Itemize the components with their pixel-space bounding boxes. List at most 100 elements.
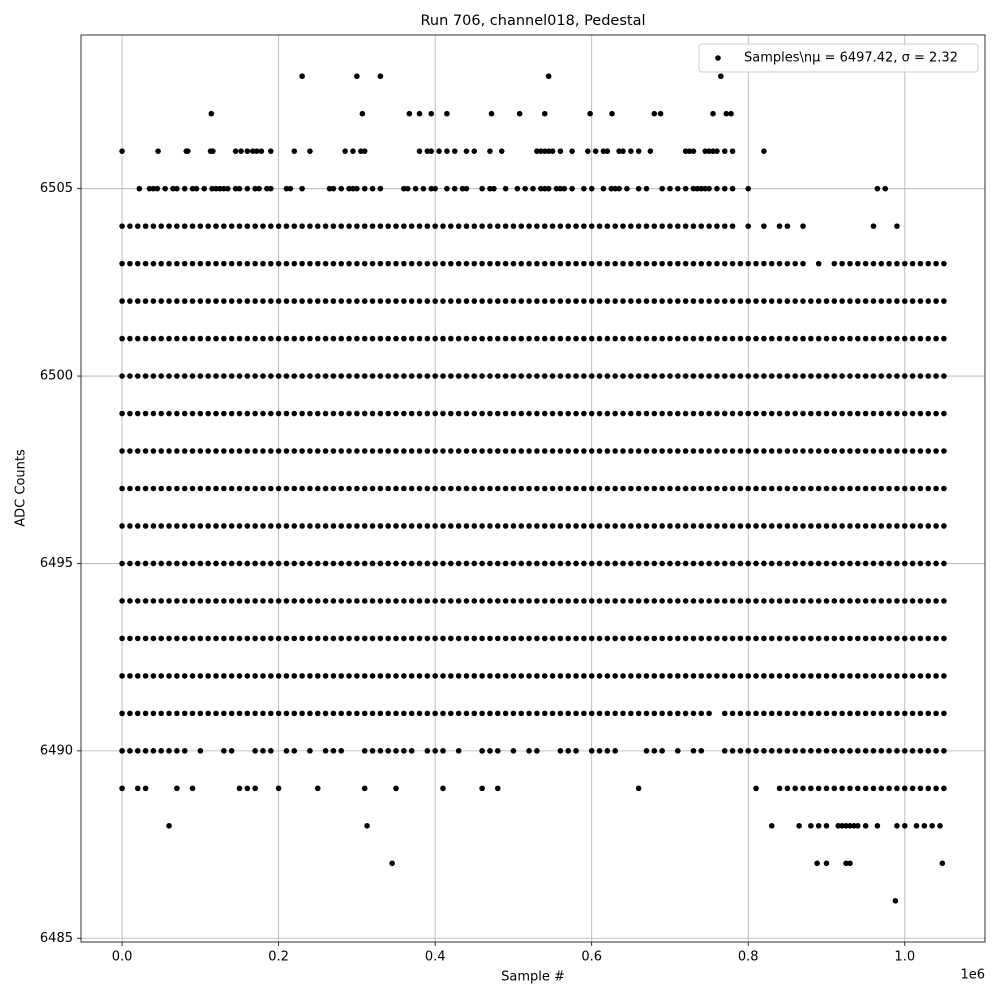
data-point [729, 748, 736, 754]
data-point [659, 710, 665, 717]
data-point [776, 373, 783, 379]
data-point [612, 748, 618, 754]
data-point [792, 560, 798, 567]
data-point [768, 748, 775, 754]
data-point [894, 485, 900, 492]
data-point [682, 260, 689, 267]
data-point [197, 673, 204, 679]
data-point [815, 748, 822, 754]
data-point [416, 260, 423, 267]
data-point [878, 673, 885, 679]
data-point [745, 223, 752, 229]
data-point [815, 673, 822, 679]
data-point [487, 148, 493, 154]
data-point [322, 410, 329, 417]
data-point [518, 335, 525, 342]
data-point [776, 260, 783, 267]
data-point [714, 635, 720, 642]
data-point [385, 298, 392, 304]
data-point [518, 298, 525, 304]
data-point [119, 335, 125, 342]
data-point [870, 298, 877, 304]
data-point [682, 485, 689, 492]
data-point [651, 560, 658, 567]
data-point [342, 148, 348, 154]
data-point [941, 410, 947, 417]
data-point [448, 635, 454, 642]
data-point [581, 485, 587, 492]
data-point [714, 185, 720, 192]
data-point [753, 785, 759, 792]
y-tick-label: 6495 [40, 556, 73, 571]
data-point [847, 598, 853, 604]
data-point [823, 860, 830, 867]
data-point [228, 410, 235, 417]
data-point [260, 523, 266, 529]
data-point [831, 335, 838, 342]
data-point [252, 485, 258, 492]
data-point [448, 485, 454, 492]
data-point [815, 410, 822, 417]
data-point [588, 260, 595, 267]
data-point [674, 748, 681, 754]
data-point [917, 748, 924, 754]
data-point [228, 560, 235, 567]
data-point [252, 448, 258, 454]
data-point [361, 523, 368, 529]
data-point [346, 373, 352, 379]
data-point [784, 635, 791, 642]
data-point [502, 485, 509, 492]
data-point [299, 410, 305, 417]
data-point [174, 223, 180, 229]
data-point [136, 185, 143, 192]
data-point [674, 223, 681, 229]
data-point [909, 523, 916, 529]
data-point [299, 635, 305, 642]
data-point [659, 635, 665, 642]
data-point [933, 785, 939, 792]
data-point [823, 448, 830, 454]
data-point [213, 635, 219, 642]
data-point [761, 260, 767, 267]
data-point [197, 635, 204, 642]
data-point [385, 748, 392, 754]
data-point [534, 335, 540, 342]
data-point [448, 523, 454, 529]
data-point [643, 710, 650, 717]
data-point [174, 260, 180, 267]
data-point [181, 335, 188, 342]
data-point [408, 710, 415, 717]
data-point [408, 748, 415, 754]
data-point [432, 523, 438, 529]
data-point [815, 635, 822, 642]
data-point [855, 598, 861, 604]
data-point [737, 598, 744, 604]
data-point [260, 485, 266, 492]
data-point [776, 485, 783, 492]
data-point [354, 523, 360, 529]
data-point [252, 598, 258, 604]
data-point [612, 448, 618, 454]
data-point [651, 635, 658, 642]
data-point [189, 560, 196, 567]
data-point [698, 748, 705, 754]
data-point [471, 673, 478, 679]
data-point [718, 73, 724, 80]
data-point [839, 410, 845, 417]
data-point [545, 73, 552, 80]
data-point [244, 523, 251, 529]
data-point [369, 710, 376, 717]
data-point [667, 710, 673, 717]
data-point [260, 710, 266, 717]
data-point [917, 448, 924, 454]
data-point [307, 448, 313, 454]
data-point [150, 448, 157, 454]
data-point [393, 485, 399, 492]
data-point [260, 448, 266, 454]
data-point [354, 410, 360, 417]
data-point [588, 185, 595, 192]
data-point [213, 560, 219, 567]
data-point [361, 185, 368, 192]
data-point [808, 560, 814, 567]
data-point [260, 673, 266, 679]
